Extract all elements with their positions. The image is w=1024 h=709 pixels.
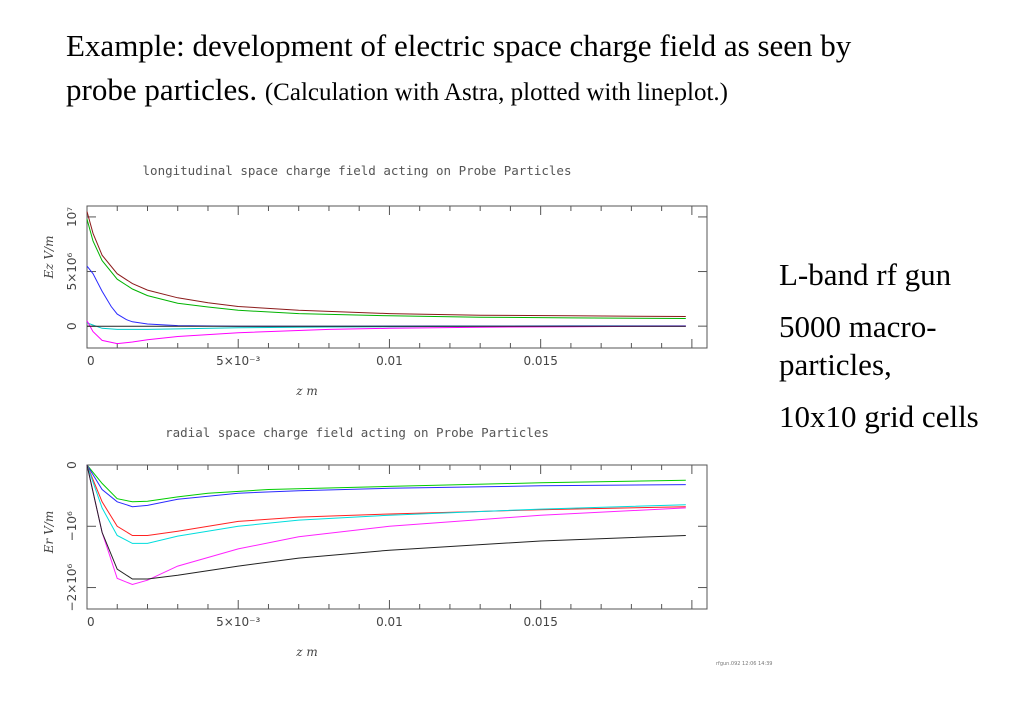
series-line-3: [86, 464, 686, 536]
plot-timestamp: rfgun.092 12:06 14:39: [716, 661, 772, 667]
y-tick-label: −2×10⁶: [65, 563, 79, 611]
series-line-1: [86, 464, 686, 503]
x-tick-label: 0: [87, 615, 95, 629]
y-tick-label: 0: [65, 461, 79, 469]
slide-title-sub: (Calculation with Astra, plotted with li…: [264, 79, 728, 106]
series-line-2: [86, 218, 686, 319]
y-axis-label: Er V/m: [42, 511, 56, 554]
series-line-5: [86, 464, 686, 586]
y-tick-label: 10⁷: [65, 207, 79, 227]
radial-field-chart: radial space charge field acting on Prob…: [42, 425, 708, 659]
x-tick-label: 5×10⁻³: [216, 615, 260, 629]
slide-title-main: Example: development of electric space c…: [66, 28, 852, 107]
longitudinal-field-chart: longitudinal space charge field acting o…: [42, 163, 708, 398]
x-tick-label: 0.01: [376, 615, 403, 629]
x-tick-label: 0.015: [523, 354, 557, 368]
note-particles: 5000 macro-particles,: [779, 309, 937, 382]
series-line-1: [86, 211, 686, 317]
plot-frame: [86, 205, 708, 349]
series-line-5: [86, 320, 686, 345]
slide-title: Example: development of electric space c…: [66, 24, 926, 115]
x-tick-label: 0.015: [523, 615, 557, 629]
series-line-4: [86, 464, 686, 544]
plot-title: longitudinal space charge field acting o…: [143, 163, 572, 178]
plot-frame: [86, 464, 708, 610]
x-tick-label: 5×10⁻³: [216, 354, 260, 368]
y-tick-label: 0: [65, 322, 79, 330]
x-tick-label: 0: [87, 354, 95, 368]
series-line-2: [86, 464, 686, 508]
note-gun: L-band rf gun: [779, 257, 952, 292]
x-axis-label: z m: [295, 384, 318, 398]
slide-notes: L-band rf gun 5000 macro-particles, 10x1…: [779, 256, 1019, 450]
y-tick-label: 5×10⁶: [65, 252, 79, 290]
y-axis-label: Ez V/m: [42, 236, 56, 280]
plot-title: radial space charge field acting on Prob…: [165, 425, 549, 440]
note-grid: 10x10 grid cells: [779, 399, 979, 434]
y-tick-label: −10⁶: [65, 511, 79, 541]
x-tick-label: 0.01: [376, 354, 403, 368]
series-line-3: [86, 265, 686, 327]
x-axis-label: z m: [295, 645, 318, 659]
series-line-6: [86, 464, 686, 580]
